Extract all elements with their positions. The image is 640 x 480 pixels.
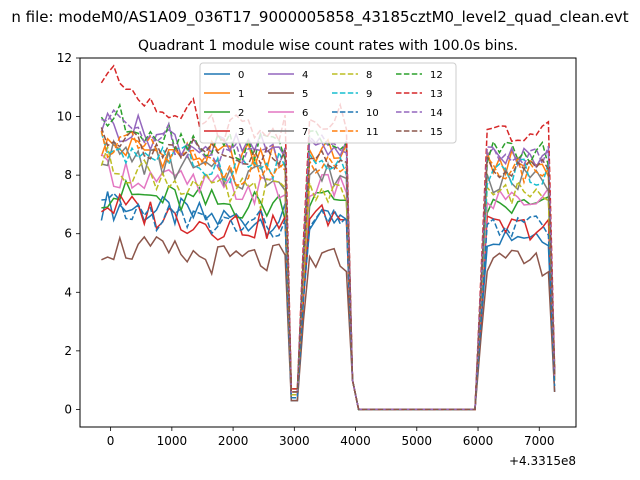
legend-label-10: 10 <box>366 108 379 119</box>
x-tick-label: 3000 <box>279 434 310 448</box>
y-tick-label: 4 <box>64 285 72 299</box>
legend-label-9: 9 <box>366 89 372 100</box>
legend-label-2: 2 <box>238 108 244 119</box>
x-tick-label: 6000 <box>463 434 494 448</box>
x-tick-label: 0 <box>107 434 115 448</box>
legend-label-0: 0 <box>238 70 244 81</box>
x-tick-label: 2000 <box>218 434 249 448</box>
y-tick-label: 10 <box>57 110 72 124</box>
y-tick-label: 2 <box>64 344 72 358</box>
legend-label-8: 8 <box>366 70 372 81</box>
chart-suptitle: n file: modeM0/AS1A09_036T17_9000005858_… <box>11 8 628 27</box>
legend-label-13: 13 <box>430 89 443 100</box>
plot-area <box>100 64 556 411</box>
y-axis: 0 2 4 6 8 10 12 <box>57 51 80 416</box>
legend-label-11: 11 <box>366 127 379 138</box>
legend-label-7: 7 <box>302 127 308 138</box>
legend-label-1: 1 <box>238 89 244 100</box>
y-tick-label: 0 <box>64 402 72 416</box>
series-line-10 <box>101 192 556 411</box>
x-tick-label: 1000 <box>157 434 188 448</box>
series-line-5 <box>101 235 556 411</box>
y-tick-label: 8 <box>64 168 72 182</box>
legend-frame <box>199 62 457 144</box>
legend-label-14: 14 <box>430 108 443 119</box>
x-tick-label: 5000 <box>402 434 433 448</box>
legend-label-6: 6 <box>302 108 308 119</box>
chart-title: Quadrant 1 module wise count rates with … <box>138 38 518 54</box>
legend-label-5: 5 <box>302 89 308 100</box>
axes-frame <box>79 57 577 428</box>
y-tick-label: 6 <box>64 227 72 241</box>
x-tick-label: 4000 <box>340 434 371 448</box>
y-tick-label: 12 <box>57 51 72 65</box>
legend-label-3: 3 <box>238 127 244 138</box>
legend-label-15: 15 <box>430 127 443 138</box>
series-line-15 <box>100 127 556 411</box>
legend-label-12: 12 <box>430 70 443 81</box>
legend-label-4: 4 <box>302 70 308 81</box>
x-tick-label: 7000 <box>524 434 555 448</box>
x-axis: 0 1000 2000 3000 4000 5000 6000 7000 <box>107 427 555 448</box>
x-axis-offset-text: +4.3315e8 <box>509 454 576 468</box>
